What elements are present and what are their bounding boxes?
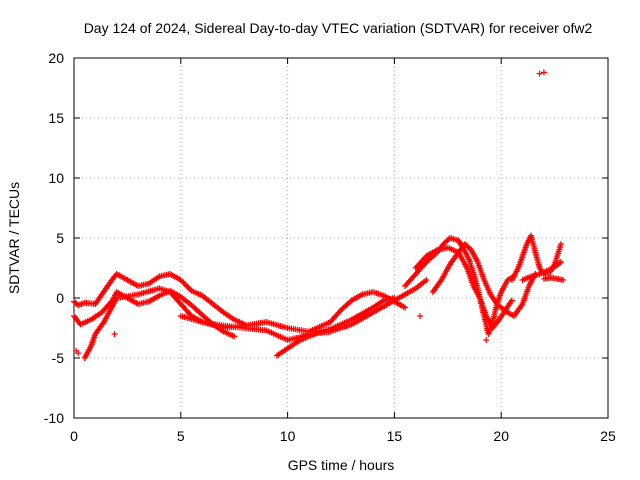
data-point [556, 259, 563, 266]
y-tick-label: -10 [44, 410, 64, 426]
data-point [508, 297, 515, 304]
x-tick-label: 25 [600, 428, 616, 444]
chart-title: Day 124 of 2024, Sidereal Day-to-day VTE… [84, 20, 593, 36]
tick-layer: 0 5 10 15 20 25 -10 -5 0 5 10 15 20 [44, 50, 616, 444]
data-point [183, 282, 190, 289]
x-tick-label: 20 [493, 428, 509, 444]
data-point [111, 331, 118, 337]
y-tick-label: -5 [52, 350, 65, 366]
x-tick-label: 0 [70, 428, 78, 444]
series-track-a [71, 271, 248, 328]
data-point [184, 283, 191, 290]
data-point [181, 281, 188, 288]
data-point [391, 295, 398, 301]
series-track-j [519, 259, 565, 283]
series-track-d [177, 289, 409, 335]
x-tick-label: 5 [177, 428, 185, 444]
data-point [423, 277, 430, 283]
x-tick-label: 10 [280, 428, 296, 444]
data-point [540, 69, 547, 76]
data-point [483, 337, 490, 343]
data-point [75, 350, 82, 357]
series-track-g [412, 241, 539, 319]
data-point [560, 277, 567, 283]
data-point [402, 304, 409, 311]
y-tick-label: 15 [48, 110, 64, 126]
data-point [180, 279, 187, 286]
data-point [177, 277, 184, 283]
y-tick-label: 10 [48, 170, 64, 186]
data-point [179, 278, 186, 285]
x-tick-label: 15 [387, 428, 403, 444]
series-track-c [81, 277, 430, 361]
y-tick-label: 0 [56, 290, 64, 306]
grid-layer [74, 58, 608, 418]
data-point [231, 333, 238, 340]
data-point [558, 259, 565, 265]
y-axis-label: SDTVAR / TECUs [6, 182, 22, 294]
series-track-k [540, 274, 567, 283]
y-tick-label: 5 [56, 230, 64, 246]
data-point [558, 241, 565, 247]
points-layer [71, 69, 567, 361]
series-track-e [273, 295, 398, 359]
data-point [185, 285, 192, 292]
data-point [417, 313, 424, 319]
data-point [536, 70, 543, 77]
series-outliers [73, 69, 547, 357]
data-point [187, 286, 194, 293]
x-axis-label: GPS time / hours [288, 457, 395, 473]
series-track-h [429, 249, 515, 331]
y-tick-label: 20 [48, 50, 64, 66]
